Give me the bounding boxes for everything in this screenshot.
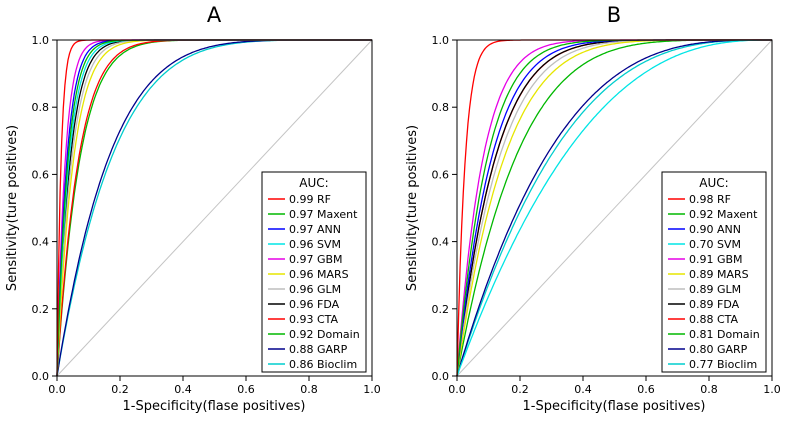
roc-chart-b: B Sensitivity(ture positives) 1-Specific…: [405, 3, 781, 414]
panel-b-y-axis-label: Sensitivity(ture positives): [405, 125, 420, 291]
x-axis-tick-label: 0.6: [237, 383, 255, 396]
legend-label-mars: 0.89 MARS: [689, 268, 749, 281]
legend-label-glm: 0.89 GLM: [689, 283, 741, 296]
roc-curve-svm: [456, 39, 772, 377]
x-axis-tick-label: 0.2: [511, 383, 529, 396]
panel-a-title: A: [207, 3, 222, 27]
legend-label-rf: 0.99 RF: [289, 193, 331, 206]
legend-title: AUC:: [299, 176, 328, 190]
y-axis-tick-label: 0.0: [32, 370, 50, 383]
plot-border: [56, 39, 373, 377]
x-axis-tick-label: 0.4: [174, 383, 192, 396]
panel-b-title: B: [607, 3, 621, 27]
x-axis-tick-label: 0.2: [111, 383, 129, 396]
y-axis-tick-label: 0.2: [32, 303, 50, 316]
x-axis-tick-label: 0.0: [48, 383, 66, 396]
legend-label-domain: 0.92 Domain: [289, 328, 360, 341]
roc-curve-garp: [456, 39, 772, 377]
legend-box: [661, 171, 767, 373]
legend-label-domain: 0.81 Domain: [689, 328, 760, 341]
panel-a: A Sensitivity(ture positives) 1-Specific…: [5, 3, 381, 414]
y-axis-tick-label: 0.0: [432, 370, 450, 383]
legend-label-rf: 0.98 RF: [689, 193, 731, 206]
diagonal-reference-line: [456, 39, 773, 377]
y-axis-tick-label: 0.2: [432, 303, 450, 316]
legend-label-glm: 0.96 GLM: [289, 283, 341, 296]
legend-label-gbm: 0.91 GBM: [689, 253, 743, 266]
panel-b: B Sensitivity(ture positives) 1-Specific…: [400, 0, 800, 422]
x-axis-tick-label: 1.0: [763, 383, 781, 396]
legend-label-ann: 0.97 ANN: [289, 223, 341, 236]
y-axis-tick-label: 1.0: [432, 34, 450, 47]
x-axis-tick-label: 0.4: [574, 383, 592, 396]
x-axis-tick-label: 0.8: [300, 383, 318, 396]
diagonal-reference-line: [56, 39, 373, 377]
legend-label-garp: 0.88 GARP: [289, 343, 348, 356]
y-axis-tick-label: 0.6: [32, 168, 50, 181]
y-axis-tick-label: 0.4: [32, 236, 50, 249]
panel-a-y-axis-label: Sensitivity(ture positives): [5, 125, 20, 291]
y-axis-tick-label: 0.6: [432, 168, 450, 181]
legend-box: [261, 171, 367, 373]
legend-label-bioclim: 0.86 Bioclim: [289, 358, 357, 371]
legend-label-cta: 0.88 CTA: [689, 313, 739, 326]
panel-b-x-axis-label: 1-Specificity(flase positives): [523, 399, 706, 414]
legend-label-gbm: 0.97 GBM: [289, 253, 343, 266]
legend: AUC: 0.98 RF 0.92 Maxent 0.90 ANN 0.70 SVM 0.…: [661, 171, 767, 373]
legend-label-fda: 0.96 FDA: [289, 298, 340, 311]
legend-label-maxent: 0.92 Maxent: [689, 208, 758, 221]
legend-label-svm: 0.96 SVM: [289, 238, 341, 251]
legend-label-svm: 0.70 SVM: [689, 238, 741, 251]
x-axis-tick-label: 0.0: [448, 383, 466, 396]
legend-label-fda: 0.89 FDA: [689, 298, 740, 311]
plot-border: [456, 39, 773, 377]
legend-label-cta: 0.93 CTA: [289, 313, 339, 326]
legend-title: AUC:: [699, 176, 728, 190]
legend-label-maxent: 0.97 Maxent: [289, 208, 358, 221]
legend-label-mars: 0.96 MARS: [289, 268, 349, 281]
x-axis-tick-label: 1.0: [363, 383, 381, 396]
legend: AUC: 0.99 RF 0.97 Maxent 0.97 ANN 0.96 SVM 0.…: [261, 171, 367, 373]
x-axis-tick-label: 0.6: [637, 383, 655, 396]
legend-label-ann: 0.90 ANN: [689, 223, 741, 236]
y-axis-tick-label: 0.4: [432, 236, 450, 249]
x-axis-tick-label: 0.8: [700, 383, 718, 396]
legend-label-garp: 0.80 GARP: [689, 343, 748, 356]
y-axis-tick-label: 0.8: [432, 101, 450, 114]
y-axis-tick-label: 0.8: [32, 101, 50, 114]
roc-chart-a: A Sensitivity(ture positives) 1-Specific…: [5, 3, 381, 414]
legend-label-bioclim: 0.77 Bioclim: [689, 358, 757, 371]
panel-a-x-axis-label: 1-Specificity(flase positives): [123, 399, 306, 414]
y-axis-tick-label: 1.0: [32, 34, 50, 47]
